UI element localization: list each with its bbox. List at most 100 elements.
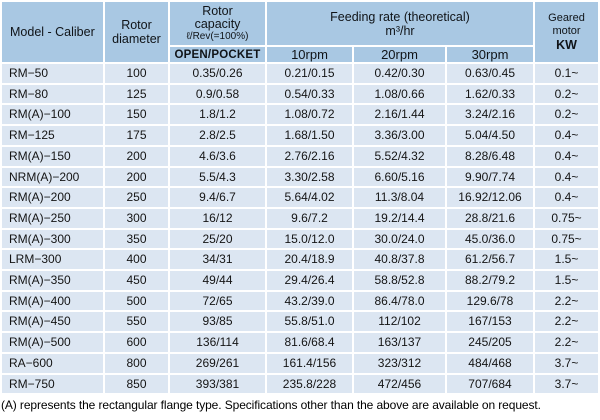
cell-rotor-capacity: 72/65 [170, 291, 265, 311]
table-row: RM(A)−100 150 1.8/1.2 1.08/0.72 2.16/1.4… [2, 105, 598, 125]
cell-geared-motor-kw: 0.4~ [535, 167, 598, 187]
cell-model: RM−125 [2, 126, 103, 145]
header-30rpm: 30rpm [447, 47, 533, 62]
cell-feed-30rpm: 5.04/4.50 [447, 126, 533, 145]
cell-model: NRM(A)−200 [2, 167, 103, 187]
spec-table: Model - Caliber Rotor diameter Rotor cap… [2, 2, 598, 394]
cell-feed-20rpm: 5.52/4.32 [354, 146, 445, 166]
cell-geared-motor-kw: 0.4~ [535, 126, 598, 145]
cell-rotor-diameter: 100 [105, 64, 168, 83]
cell-model: RM(A)−300 [2, 229, 103, 249]
header-rotor-diameter: Rotor diameter [105, 2, 168, 62]
cell-geared-motor-kw: 0.2~ [535, 105, 598, 125]
cell-model: RM(A)−450 [2, 312, 103, 332]
cell-feed-20rpm: 2.16/1.44 [354, 105, 445, 125]
cell-rotor-diameter: 300 [105, 208, 168, 228]
cell-feed-10rpm: 9.6/7.2 [267, 208, 352, 228]
table-row: NRM(A)−200 200 5.5/4.3 3.30/2.58 6.60/5.… [2, 167, 598, 187]
cell-rotor-capacity: 93/85 [170, 312, 265, 332]
table-row: RM−750 850 393/381 235.8/228 472/456 707… [2, 374, 598, 394]
header-row-main: Model - Caliber Rotor diameter Rotor cap… [2, 2, 598, 62]
cell-model: RM(A)−250 [2, 208, 103, 228]
cell-rotor-diameter: 125 [105, 84, 168, 104]
cell-feed-20rpm: 11.3/8.04 [354, 188, 445, 207]
cell-model: RM(A)−200 [2, 188, 103, 207]
cell-feed-10rpm: 81.6/68.4 [267, 333, 352, 352]
cell-feed-30rpm: 1.62/0.33 [447, 84, 533, 104]
cell-feed-30rpm: 484/468 [447, 353, 533, 373]
table-row: RM(A)−250 300 16/12 9.6/7.2 19.2/14.4 28… [2, 208, 598, 228]
cell-model: LRM−300 [2, 250, 103, 270]
cell-rotor-capacity: 49/44 [170, 271, 265, 290]
cell-rotor-diameter: 200 [105, 167, 168, 187]
cell-rotor-capacity: 34/31 [170, 250, 265, 270]
header-row-sub: OPEN/POCKET 10rpm 20rpm 30rpm [2, 47, 598, 62]
cell-feed-30rpm: 3.24/2.16 [447, 105, 533, 125]
cell-geared-motor-kw: 3.7~ [535, 374, 598, 394]
cell-feed-30rpm: 245/205 [447, 333, 533, 352]
cell-geared-motor-kw: 2.2~ [535, 333, 598, 352]
cell-model: RM−80 [2, 84, 103, 104]
cell-feed-30rpm: 61.2/56.7 [447, 250, 533, 270]
cell-feed-20rpm: 163/137 [354, 333, 445, 352]
footnote: (A) represents the rectangular flange ty… [1, 398, 541, 413]
table-row: RM(A)−500 600 136/114 81.6/68.4 163/137 … [2, 333, 598, 352]
cell-feed-10rpm: 5.64/4.02 [267, 188, 352, 207]
cell-rotor-capacity: 393/381 [170, 374, 265, 394]
cell-geared-motor-kw: 0.75~ [535, 208, 598, 228]
cell-geared-motor-kw: 1.5~ [535, 271, 598, 290]
cell-model: RA−600 [2, 353, 103, 373]
cell-geared-motor-kw: 0.4~ [535, 146, 598, 166]
cell-rotor-capacity: 0.9/0.58 [170, 84, 265, 104]
table-row: RM−50 100 0.35/0.26 0.21/0.15 0.42/0.30 … [2, 64, 598, 83]
cell-model: RM(A)−100 [2, 105, 103, 125]
header-rotor-capacity-label: Rotor capacity [194, 4, 241, 31]
cell-feed-30rpm: 8.28/6.48 [447, 146, 533, 166]
table-row: RM(A)−400 500 72/65 43.2/39.0 86.4/78.0 … [2, 291, 598, 311]
header-geared-motor: Geared motor KW [535, 2, 598, 62]
cell-geared-motor-kw: 0.1~ [535, 64, 598, 83]
header-20rpm: 20rpm [354, 47, 445, 62]
cell-feed-20rpm: 86.4/78.0 [354, 291, 445, 311]
cell-feed-20rpm: 19.2/14.4 [354, 208, 445, 228]
cell-feed-20rpm: 30.0/24.0 [354, 229, 445, 249]
table-row: RM(A)−350 450 49/44 29.4/26.4 58.8/52.8 … [2, 271, 598, 290]
cell-rotor-diameter: 850 [105, 374, 168, 394]
cell-feed-20rpm: 472/456 [354, 374, 445, 394]
cell-rotor-capacity: 25/20 [170, 229, 265, 249]
cell-feed-10rpm: 0.54/0.33 [267, 84, 352, 104]
cell-rotor-capacity: 0.35/0.26 [170, 64, 265, 83]
cell-rotor-diameter: 600 [105, 333, 168, 352]
cell-feed-10rpm: 0.21/0.15 [267, 64, 352, 83]
cell-feed-30rpm: 9.90/7.74 [447, 167, 533, 187]
header-rotor-capacity: Rotor capacity ℓ/Rev(=100%) [170, 2, 265, 45]
table-row: LRM−300 400 34/31 20.4/18.9 40.8/37.8 61… [2, 250, 598, 270]
cell-feed-20rpm: 40.8/37.8 [354, 250, 445, 270]
cell-rotor-capacity: 269/261 [170, 353, 265, 373]
table-body: RM−50 100 0.35/0.26 0.21/0.15 0.42/0.30 … [2, 64, 598, 394]
cell-model: RM(A)−500 [2, 333, 103, 352]
cell-feed-30rpm: 28.8/21.6 [447, 208, 533, 228]
cell-feed-20rpm: 3.36/3.00 [354, 126, 445, 145]
cell-rotor-capacity: 5.5/4.3 [170, 167, 265, 187]
header-geared-motor-label: Geared motor [548, 11, 585, 37]
cell-feed-30rpm: 167/153 [447, 312, 533, 332]
cell-feed-10rpm: 55.8/51.0 [267, 312, 352, 332]
cell-model: RM(A)−150 [2, 146, 103, 166]
cell-feed-10rpm: 29.4/26.4 [267, 271, 352, 290]
cell-rotor-diameter: 500 [105, 291, 168, 311]
cell-feed-10rpm: 235.8/228 [267, 374, 352, 394]
cell-feed-30rpm: 45.0/36.0 [447, 229, 533, 249]
cell-feed-30rpm: 88.2/79.2 [447, 271, 533, 290]
cell-feed-10rpm: 3.30/2.58 [267, 167, 352, 187]
cell-geared-motor-kw: 1.5~ [535, 250, 598, 270]
cell-rotor-capacity: 1.8/1.2 [170, 105, 265, 125]
cell-feed-20rpm: 58.8/52.8 [354, 271, 445, 290]
cell-rotor-diameter: 450 [105, 271, 168, 290]
cell-rotor-capacity: 9.4/6.7 [170, 188, 265, 207]
cell-feed-10rpm: 1.68/1.50 [267, 126, 352, 145]
cell-rotor-capacity: 4.6/3.6 [170, 146, 265, 166]
cell-model: RM−50 [2, 64, 103, 83]
header-model-caliber: Model - Caliber [2, 2, 103, 62]
cell-geared-motor-kw: 0.2~ [535, 84, 598, 104]
